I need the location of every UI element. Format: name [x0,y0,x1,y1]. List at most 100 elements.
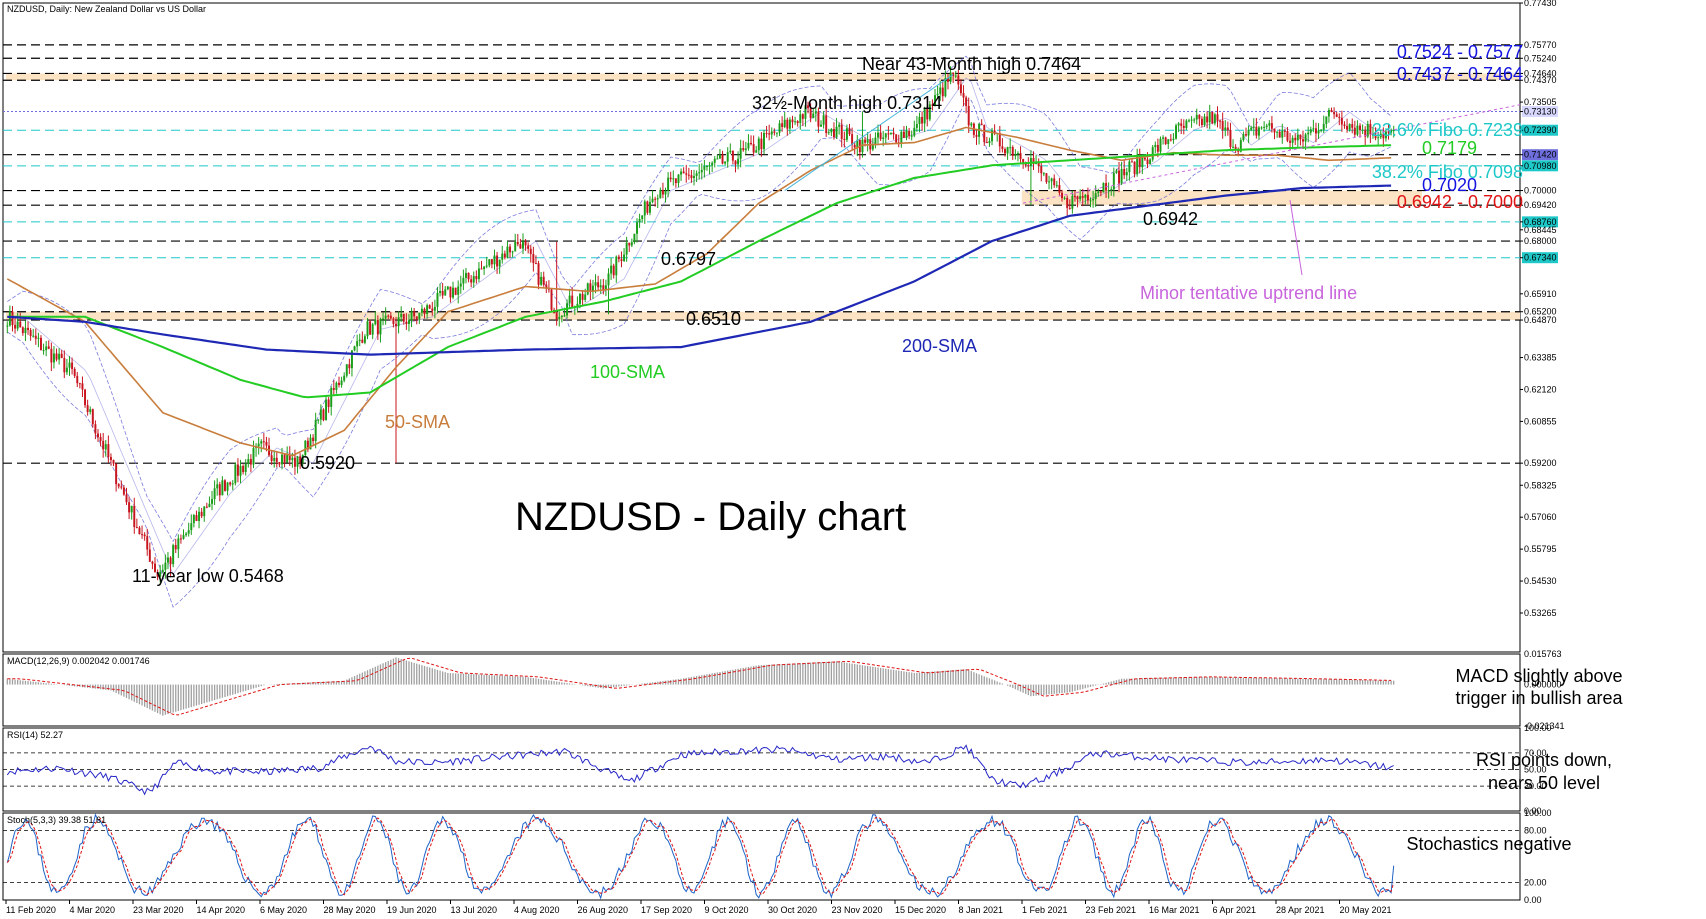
candle-body [379,318,382,335]
candle-body [340,380,343,385]
candle-body [247,459,250,464]
candle-body [94,424,97,434]
candle-body [122,487,125,495]
candle-body [109,456,112,461]
candle-body [1133,161,1136,174]
candle-body [843,138,846,140]
candle-body [703,166,706,170]
candle-body [117,484,120,487]
candle-body [1162,137,1165,139]
y-tick-label: 0.65200 [1524,307,1557,317]
candle-body [1206,116,1209,123]
x-tick-label: 28 Apr 2021 [1276,905,1325,915]
candle-body [1050,178,1053,182]
y-tick-label: 0.74640 [1524,68,1557,78]
zones-layer [6,73,1520,321]
candle-body [1187,120,1190,122]
y-tick-bg [1522,216,1558,228]
candle-body [1221,121,1224,131]
candle-body [1175,125,1178,139]
candle-body [825,115,828,134]
candle-body [34,335,37,339]
candle-body [923,107,926,124]
y-tick-label: 0.70980 [1524,161,1557,171]
stoch-y-label: 80.00 [1524,825,1547,835]
candle-body [172,545,175,565]
candle-body [773,131,776,133]
candle-body [496,255,499,267]
candle-body [203,506,206,517]
label-0-7524-0-7577: 0.7524 - 0.7577 [1397,42,1523,62]
candle-body [1037,161,1040,167]
candle-body [617,256,620,260]
candle-body [659,189,662,199]
candle-body [1151,147,1154,160]
candle-body [506,246,509,258]
candle-body [244,463,247,472]
candle-body [1123,168,1126,176]
candle-body [939,87,942,94]
candle-body [677,174,680,184]
candle-body [200,511,203,517]
candle-body [985,142,988,144]
candle-body [778,123,781,133]
candle-body [317,419,320,421]
x-tick-label: 30 Oct 2020 [768,905,817,915]
candle-body [882,137,885,139]
candle-body [511,251,514,253]
candle-body [1278,131,1281,138]
candle-body [301,455,304,463]
candle-body [1276,131,1279,133]
candle-body [724,161,727,164]
candle-body [433,306,436,311]
candle-body [252,448,255,465]
candle-body [975,134,978,137]
x-tick-label: 4 Aug 2020 [514,905,560,915]
candle-body [1286,130,1289,141]
x-tick-label: 6 Apr 2021 [1213,905,1257,915]
candle-body [265,441,268,446]
levels-layer [3,44,1520,464]
candle-body [612,265,615,276]
y-tick-label: 0.55795 [1524,544,1557,554]
candle-body [1304,134,1307,142]
candle-body [1115,170,1118,173]
candle-body [8,311,11,326]
candle-body [14,324,17,329]
candle-body [29,330,32,337]
candle-body [283,454,286,463]
candle-body [757,138,760,151]
candle-body [332,388,335,390]
candle-body [459,283,462,287]
candle-body [1001,146,1004,150]
candle-body [835,126,838,138]
macd-annotation-line2: trigger in bullish area [1455,688,1623,708]
candle-body [89,409,92,412]
candle-body [959,84,962,94]
candle-body [120,486,123,488]
y-tick-label: 0.60855 [1524,416,1557,426]
candle-body [1143,157,1146,160]
candle-body [314,419,317,442]
candle-body [483,266,486,270]
candle-body [275,457,278,463]
macd-y-label: 0.015763 [1524,649,1562,659]
candle-body [542,276,545,285]
rsi-y-label: 30.00 [1524,781,1547,791]
candle-body [148,549,151,562]
candle-body [296,456,299,467]
candle-body [1203,116,1206,126]
candle-body [1089,200,1092,202]
candle-body [1138,154,1141,168]
candle-body [1224,127,1227,131]
candle-body [231,483,234,485]
candle-body [1141,157,1144,168]
candle-body [1314,128,1317,134]
x-tick-label: 4 Mar 2020 [70,905,116,915]
candle-body [902,131,905,138]
candle-body [1208,111,1211,123]
candle-body [1320,129,1323,131]
candle-body [1232,146,1235,148]
candle-body [439,291,442,294]
